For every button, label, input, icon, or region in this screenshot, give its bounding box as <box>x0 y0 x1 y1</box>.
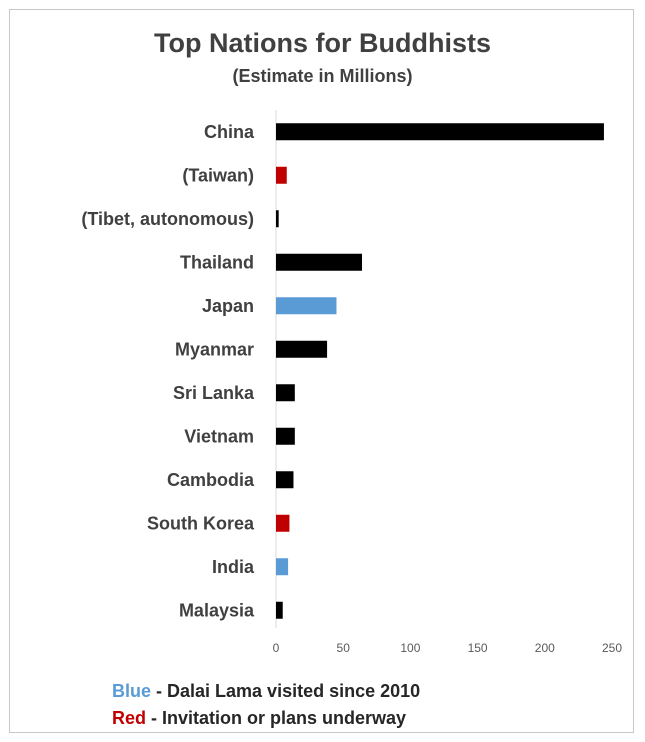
category-label: China <box>204 122 255 142</box>
category-label: Japan <box>202 296 254 316</box>
category-label: Myanmar <box>175 339 254 359</box>
category-label: Thailand <box>180 252 254 272</box>
x-tick-label: 50 <box>337 641 351 655</box>
legend-row-red: Red - Invitation or plans underway <box>112 705 420 732</box>
chart-subtitle: (Estimate in Millions) <box>232 66 413 86</box>
x-tick-label: 200 <box>535 641 555 655</box>
x-tick-label: 100 <box>400 641 420 655</box>
category-label: Sri Lanka <box>173 383 255 403</box>
color-legend: Blue - Dalai Lama visited since 2010 Red… <box>112 678 420 732</box>
bar <box>276 340 328 358</box>
legend-row-blue: Blue - Dalai Lama visited since 2010 <box>112 678 420 705</box>
bar <box>276 471 294 489</box>
x-tick-label: 250 <box>602 641 622 655</box>
bar <box>276 297 337 315</box>
legend-text-red: - Invitation or plans underway <box>146 708 407 728</box>
bar <box>276 123 604 141</box>
legend-text-blue: - Dalai Lama visited since 2010 <box>151 681 421 701</box>
category-label: (Tibet, autonomous) <box>81 209 254 229</box>
legend-key-red: Red <box>112 708 147 728</box>
category-label: India <box>212 557 255 577</box>
x-tick-label: 150 <box>468 641 488 655</box>
category-label: Vietnam <box>184 426 254 446</box>
category-label: (Taiwan) <box>182 165 254 185</box>
bar <box>276 558 289 576</box>
bar <box>276 166 287 184</box>
chart-title: Top Nations for Buddhists <box>154 28 491 58</box>
legend-key-blue: Blue <box>112 681 152 701</box>
chart-frame <box>9 9 634 733</box>
bar <box>276 253 363 271</box>
bar <box>276 514 290 532</box>
category-label: Malaysia <box>179 600 255 620</box>
category-label: South Korea <box>147 513 255 533</box>
bar <box>276 601 283 619</box>
category-label: Cambodia <box>167 470 255 490</box>
x-tick-label: 0 <box>273 641 280 655</box>
bar <box>276 384 295 402</box>
bar <box>276 210 279 228</box>
bar <box>276 427 295 445</box>
